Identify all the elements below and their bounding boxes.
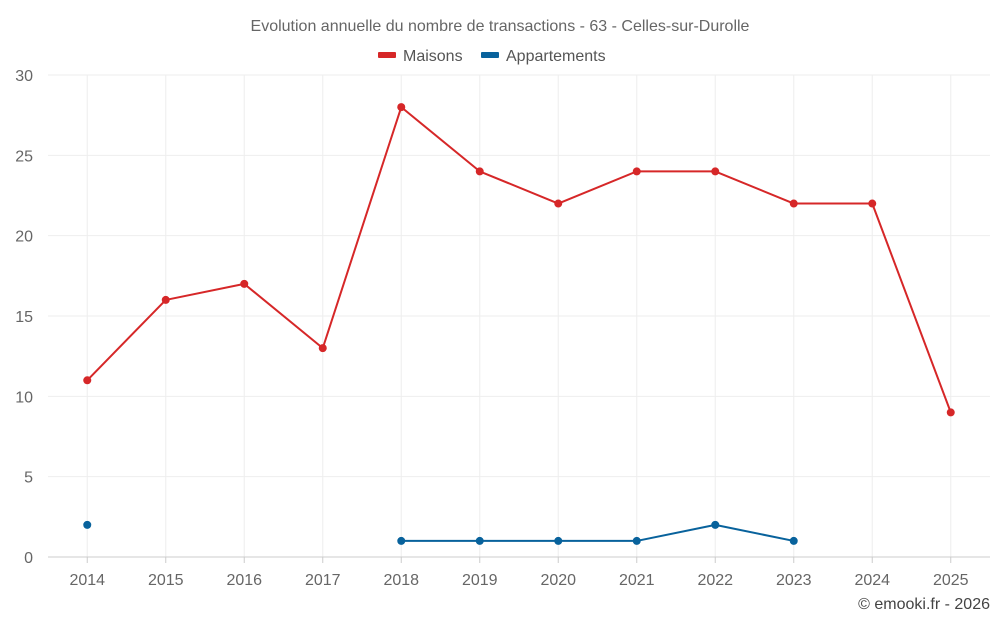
x-tick-label: 2020 [540,572,576,589]
x-tick-label: 2018 [383,572,419,589]
series-line-appartements [401,523,794,542]
grid [48,74,990,557]
data-point-appartements-2014[interactable] [83,520,92,529]
data-point-maisons-2016[interactable] [240,279,249,288]
x-tick-label: 2015 [148,572,184,589]
legend-label-appartements: Appartements [506,48,606,65]
data-point-appartements-2018[interactable] [397,536,406,545]
data-point-appartements-2019[interactable] [475,536,484,545]
data-point-maisons-2018[interactable] [397,103,406,112]
y-tick-label: 10 [15,389,33,406]
data-point-maisons-2023[interactable] [789,199,798,208]
legend-label-maisons: Maisons [403,48,463,65]
chart-title: Evolution annuelle du nombre de transact… [251,18,750,35]
data-point-appartements-2020[interactable] [554,536,563,545]
x-tick-label: 2024 [854,572,890,589]
series [83,103,955,545]
series-appartements [83,520,798,545]
data-point-maisons-2021[interactable] [632,167,641,176]
x-tick-label: 2025 [933,572,969,589]
data-point-maisons-2015[interactable] [161,295,170,304]
x-tick-label: 2021 [619,572,655,589]
series-line-maisons [86,106,952,413]
series-maisons [83,103,955,417]
y-tick-label: 20 [15,229,33,246]
data-point-appartements-2023[interactable] [789,536,798,545]
y-tick-label: 15 [15,309,33,326]
data-point-maisons-2025[interactable] [946,408,955,417]
y-tick-label: 5 [24,470,33,487]
data-point-maisons-2014[interactable] [83,376,92,385]
legend-item-appartements[interactable]: Appartements [481,48,606,65]
data-point-maisons-2019[interactable] [475,167,484,176]
y-tick-label: 30 [15,68,33,85]
legend: Maisons Appartements [378,48,606,65]
x-tick-label: 2023 [776,572,812,589]
legend-swatch-appartements [481,52,499,58]
x-tick-label: 2019 [462,572,498,589]
x-tick-label: 2017 [305,572,341,589]
data-point-appartements-2021[interactable] [632,536,641,545]
y-tick-label: 0 [24,550,33,567]
y-tick-label: 25 [15,148,33,165]
x-tick-label: 2022 [697,572,733,589]
data-point-maisons-2017[interactable] [318,344,327,353]
x-tick-label: 2014 [69,572,105,589]
data-point-appartements-2022[interactable] [711,520,720,529]
credit-text: © emooki.fr - 2026 [858,596,990,613]
data-point-maisons-2020[interactable] [554,199,563,208]
legend-swatch-maisons [378,52,396,58]
data-point-maisons-2022[interactable] [711,167,720,176]
data-point-maisons-2024[interactable] [868,199,877,208]
legend-item-maisons[interactable]: Maisons [378,48,463,65]
x-tick-label: 2016 [226,572,262,589]
